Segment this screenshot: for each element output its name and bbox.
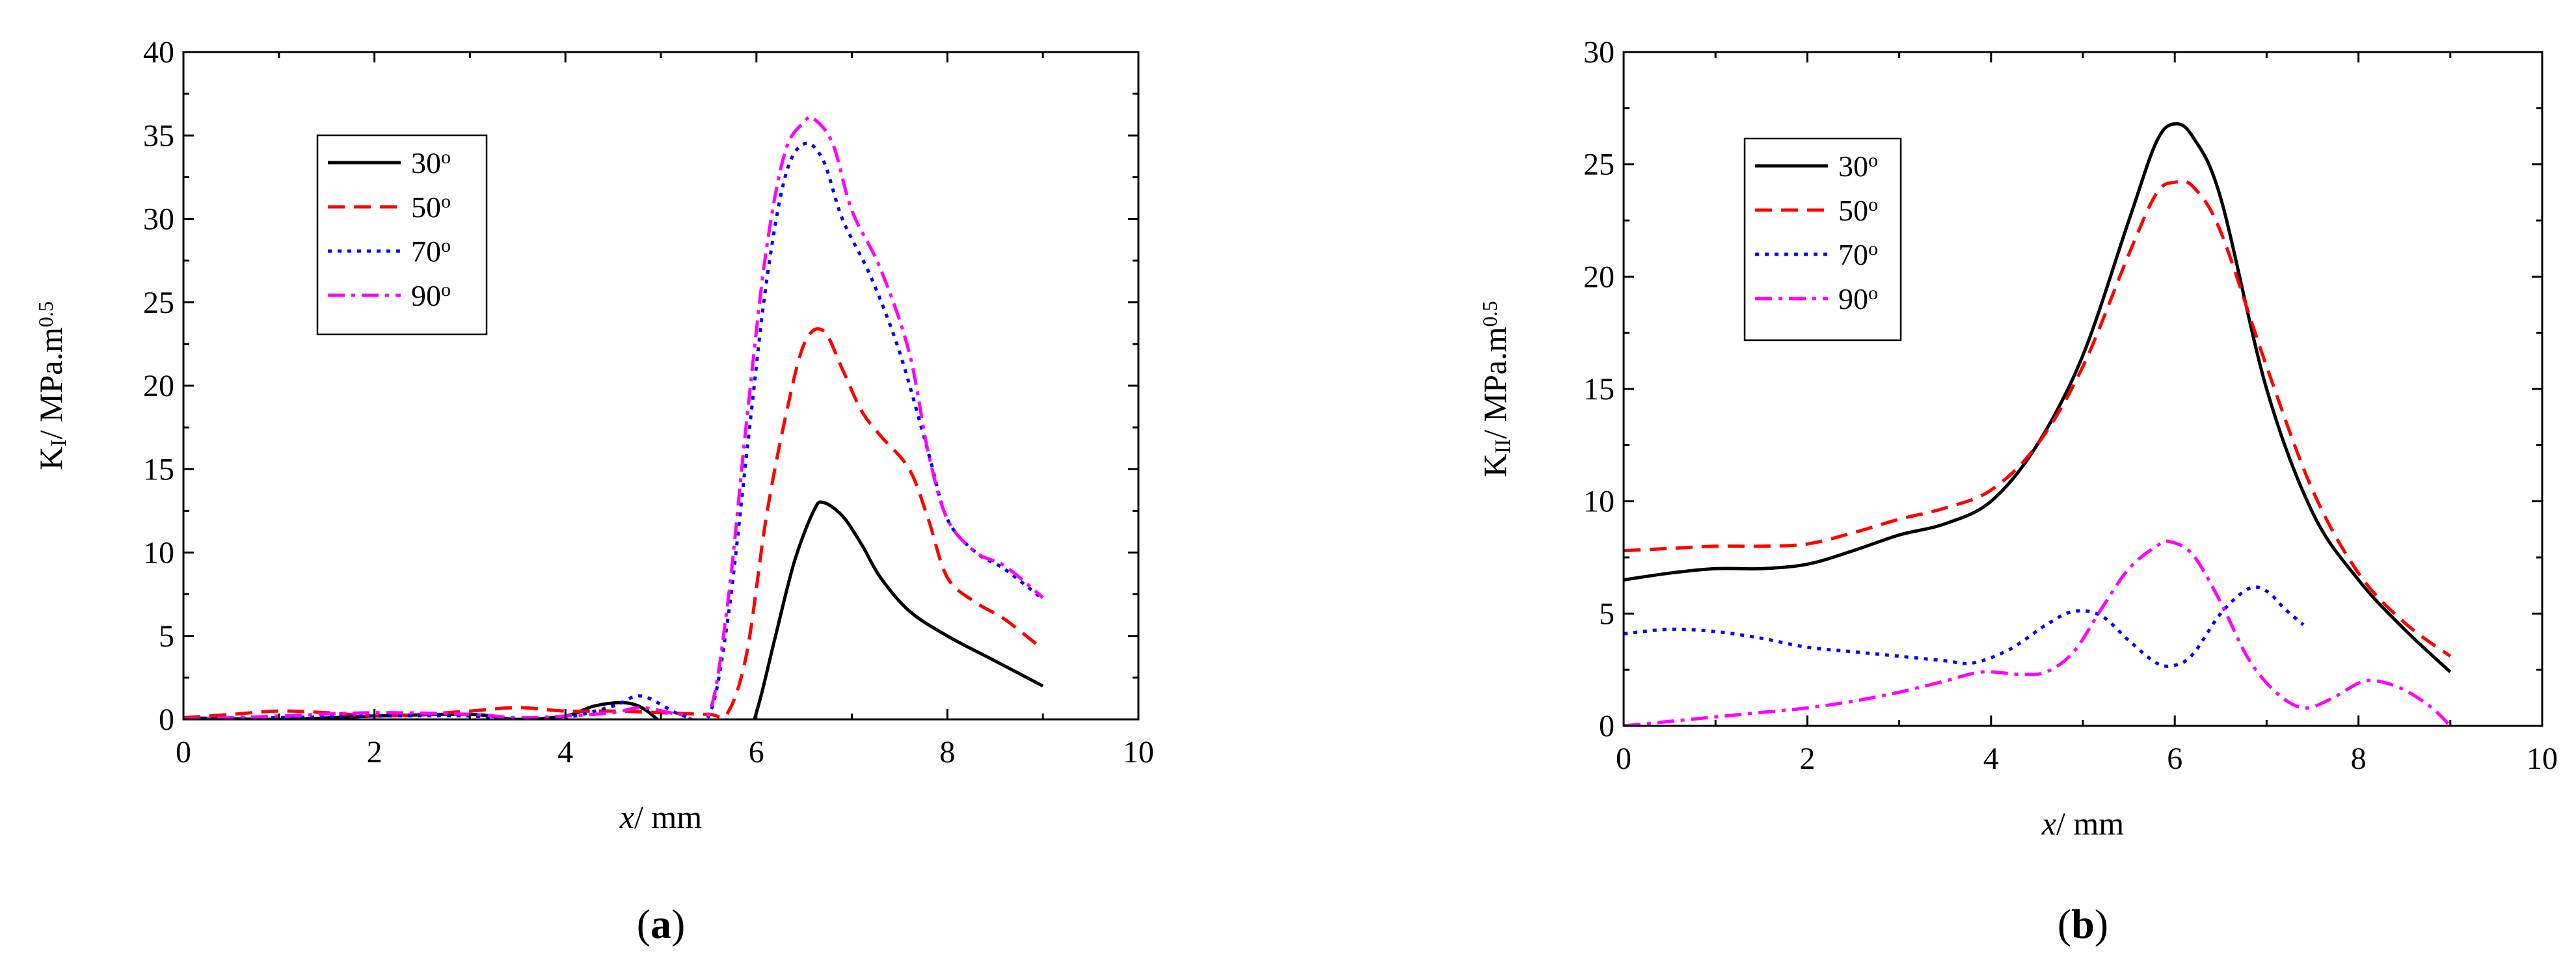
y-label-exponent: 0.5 xyxy=(34,301,57,327)
x-tick-label: 0 xyxy=(176,735,191,769)
legend-value: 30 xyxy=(1838,150,1868,183)
y-tick-label: 15 xyxy=(1583,372,1615,407)
y-tick-label: 20 xyxy=(1583,260,1615,294)
x-tick-label: 8 xyxy=(2351,741,2367,776)
legend-value: 50 xyxy=(411,191,441,224)
x-tick-label: 2 xyxy=(367,735,382,769)
x-tick-label: 10 xyxy=(2527,741,2558,776)
y-tick-label: 30 xyxy=(1583,35,1615,70)
y-tick-label: 10 xyxy=(143,536,174,570)
x-tick-label: 0 xyxy=(1616,741,1631,776)
series-group xyxy=(183,115,1044,719)
legend-entry-30: 30o xyxy=(1838,150,1878,183)
legend-degree: o xyxy=(441,191,451,212)
y-tick-label: 5 xyxy=(1599,596,1615,631)
panel-label-close: ) xyxy=(2095,901,2108,947)
legend-value: 30 xyxy=(411,146,441,180)
x-label-variable: x xyxy=(2041,805,2056,842)
legend-entry-50: 50o xyxy=(1838,194,1878,227)
y-tick-label: 0 xyxy=(1599,709,1615,743)
x-label-unit: / mm xyxy=(2056,805,2124,842)
y-tick-label: 40 xyxy=(143,35,174,70)
series-line-70 xyxy=(1624,585,2305,668)
x-tick-label: 4 xyxy=(557,735,573,769)
x-tick-label: 6 xyxy=(2167,741,2182,776)
y-tick-label: 5 xyxy=(159,619,174,654)
legend-value: 50 xyxy=(1838,194,1868,227)
series-line-90 xyxy=(183,115,1044,719)
legend-degree: o xyxy=(1868,194,1878,215)
x-tick-label: 4 xyxy=(1983,741,1999,776)
legend-entry-70: 70o xyxy=(1838,238,1878,271)
legend-degree: o xyxy=(441,146,451,168)
legend-value: 70 xyxy=(411,235,441,268)
y-tick-label: 25 xyxy=(143,286,174,320)
y-tick-label: 20 xyxy=(143,369,174,403)
panel-a: 0 2 4 6 8 10 0 5 10 15 20 25 30 35 40 KI/ MPa.m0.5 x/ mm… xyxy=(33,35,1154,947)
panel-label-letter: b xyxy=(2071,901,2095,947)
y-label-subscript: I xyxy=(47,439,71,446)
legend-entry-30: 30o xyxy=(411,146,451,180)
x-axis-label: x/ mm xyxy=(2041,805,2124,842)
y-axis-label: KI/ MPa.m0.5 xyxy=(33,301,71,470)
panel-label-open: ( xyxy=(637,901,651,947)
y-label-subscript: II xyxy=(1491,439,1515,454)
legend-entry-50: 50o xyxy=(411,191,451,224)
series-line-30 xyxy=(1624,122,2452,673)
x-tick-label: 2 xyxy=(1799,741,1815,776)
series-group xyxy=(1624,122,2452,726)
legend-entry-70: 70o xyxy=(411,235,451,268)
legend-value: 70 xyxy=(1838,238,1868,271)
panel-label: (a) xyxy=(637,901,686,947)
legend-value: 90 xyxy=(1838,282,1868,315)
y-label-unit: / MPa.m xyxy=(33,327,69,439)
y-label-symbol: K xyxy=(1477,453,1513,477)
panel-label: (b) xyxy=(2058,901,2108,947)
y-tick-label: 35 xyxy=(143,118,174,153)
legend-degree: o xyxy=(441,235,451,256)
panel-label-open: ( xyxy=(2058,901,2071,947)
y-tick-label: 30 xyxy=(143,202,174,237)
legend-entry-90: 90o xyxy=(1838,282,1878,315)
legend-degree: o xyxy=(1868,238,1878,260)
panel-label-letter: a xyxy=(651,901,671,947)
panel-label-close: ) xyxy=(671,901,685,947)
series-line-70 xyxy=(183,141,1044,719)
series-line-90 xyxy=(1624,539,2452,726)
series-line-50 xyxy=(183,327,1044,719)
y-tick-label: 25 xyxy=(1583,148,1615,182)
legend-degree: o xyxy=(1868,150,1878,171)
legend-box xyxy=(316,134,488,336)
legend-degree: o xyxy=(1868,282,1878,304)
x-tick-label: 8 xyxy=(939,735,955,769)
x-tick-label: 6 xyxy=(749,735,764,769)
y-axis-label: KII/ MPa.m0.5 xyxy=(1477,301,1515,477)
y-tick-label: 10 xyxy=(1583,485,1615,519)
x-label-variable: x xyxy=(619,799,634,835)
x-tick-label: 10 xyxy=(1123,735,1154,769)
legend-box xyxy=(1743,137,1902,341)
legend-value: 90 xyxy=(411,279,441,312)
legend-entry-90: 90o xyxy=(411,279,451,312)
y-label-symbol: K xyxy=(33,447,69,470)
series-line-30 xyxy=(183,500,1044,719)
y-tick-label: 0 xyxy=(159,702,174,737)
y-label-unit: / MPa.m xyxy=(1477,327,1513,438)
x-axis-label: x/ mm xyxy=(619,799,702,835)
legend-degree: o xyxy=(441,279,451,301)
y-label-exponent: 0.5 xyxy=(1478,301,1501,327)
y-tick-label: 15 xyxy=(143,452,174,487)
x-label-unit: / mm xyxy=(634,799,702,835)
